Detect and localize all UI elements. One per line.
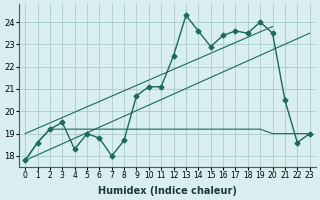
X-axis label: Humidex (Indice chaleur): Humidex (Indice chaleur) bbox=[98, 186, 237, 196]
